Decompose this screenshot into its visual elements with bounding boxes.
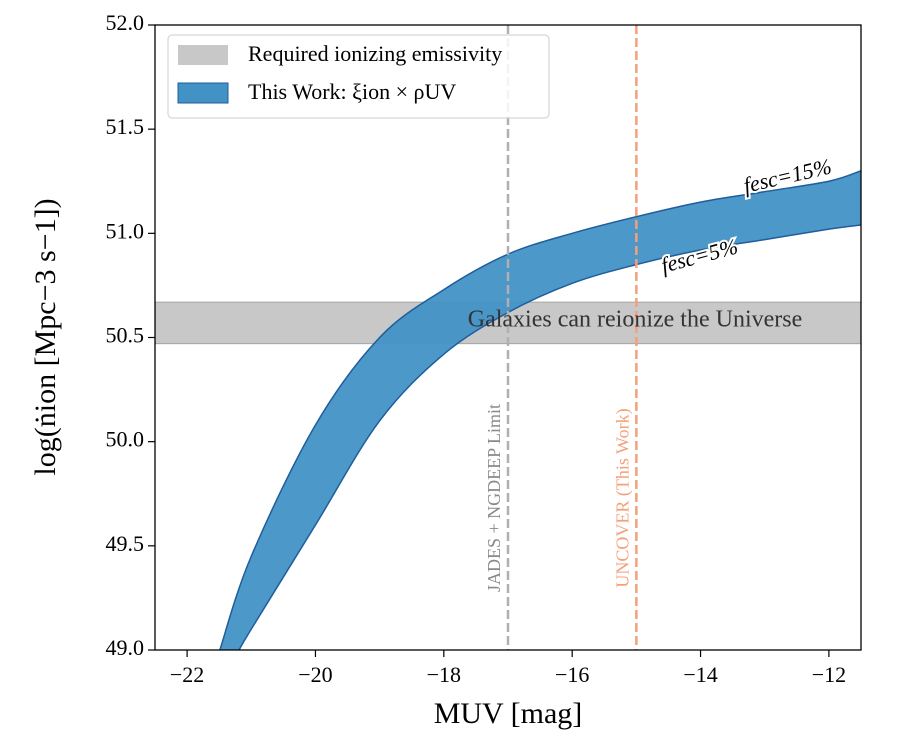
x-tick-label: −22 bbox=[170, 662, 204, 687]
legend-label: Required ionizing emissivity bbox=[248, 41, 502, 66]
y-tick-label: 50.0 bbox=[106, 427, 145, 452]
y-tick-label: 49.5 bbox=[106, 531, 145, 556]
legend-swatch bbox=[178, 45, 228, 65]
legend-box bbox=[167, 34, 550, 119]
x-tick-label: −12 bbox=[812, 662, 846, 687]
y-tick-label: 51.5 bbox=[106, 114, 145, 139]
y-tick-label: 52.0 bbox=[106, 10, 145, 35]
plot-area bbox=[155, 25, 861, 650]
band-edge bbox=[238, 224, 861, 650]
legend-swatch bbox=[177, 82, 229, 104]
legend-label: This Work: ξion × ρUV bbox=[248, 79, 456, 104]
x-tick-label: −16 bbox=[555, 662, 589, 687]
band-area bbox=[219, 170, 861, 650]
y-tick-label: 50.5 bbox=[106, 323, 145, 348]
y-tick-label: 51.0 bbox=[106, 218, 145, 243]
band-edge bbox=[219, 170, 861, 650]
y-tick-label: 49.0 bbox=[106, 635, 145, 660]
x-tick-label: −18 bbox=[427, 662, 461, 687]
vline-label: UNCOVER (This Work) bbox=[612, 408, 633, 587]
y-axis-label: log(ṅion [Mpc−3 s−1]) bbox=[29, 198, 62, 475]
span-label: Galaxies can reionize the Universe bbox=[468, 307, 803, 333]
x-axis-label: MUV [mag] bbox=[434, 697, 583, 730]
x-tick-label: −14 bbox=[683, 662, 717, 687]
vline-label: JADES + NGDEEP Limit bbox=[484, 404, 504, 592]
x-tick-label: −20 bbox=[298, 662, 332, 687]
